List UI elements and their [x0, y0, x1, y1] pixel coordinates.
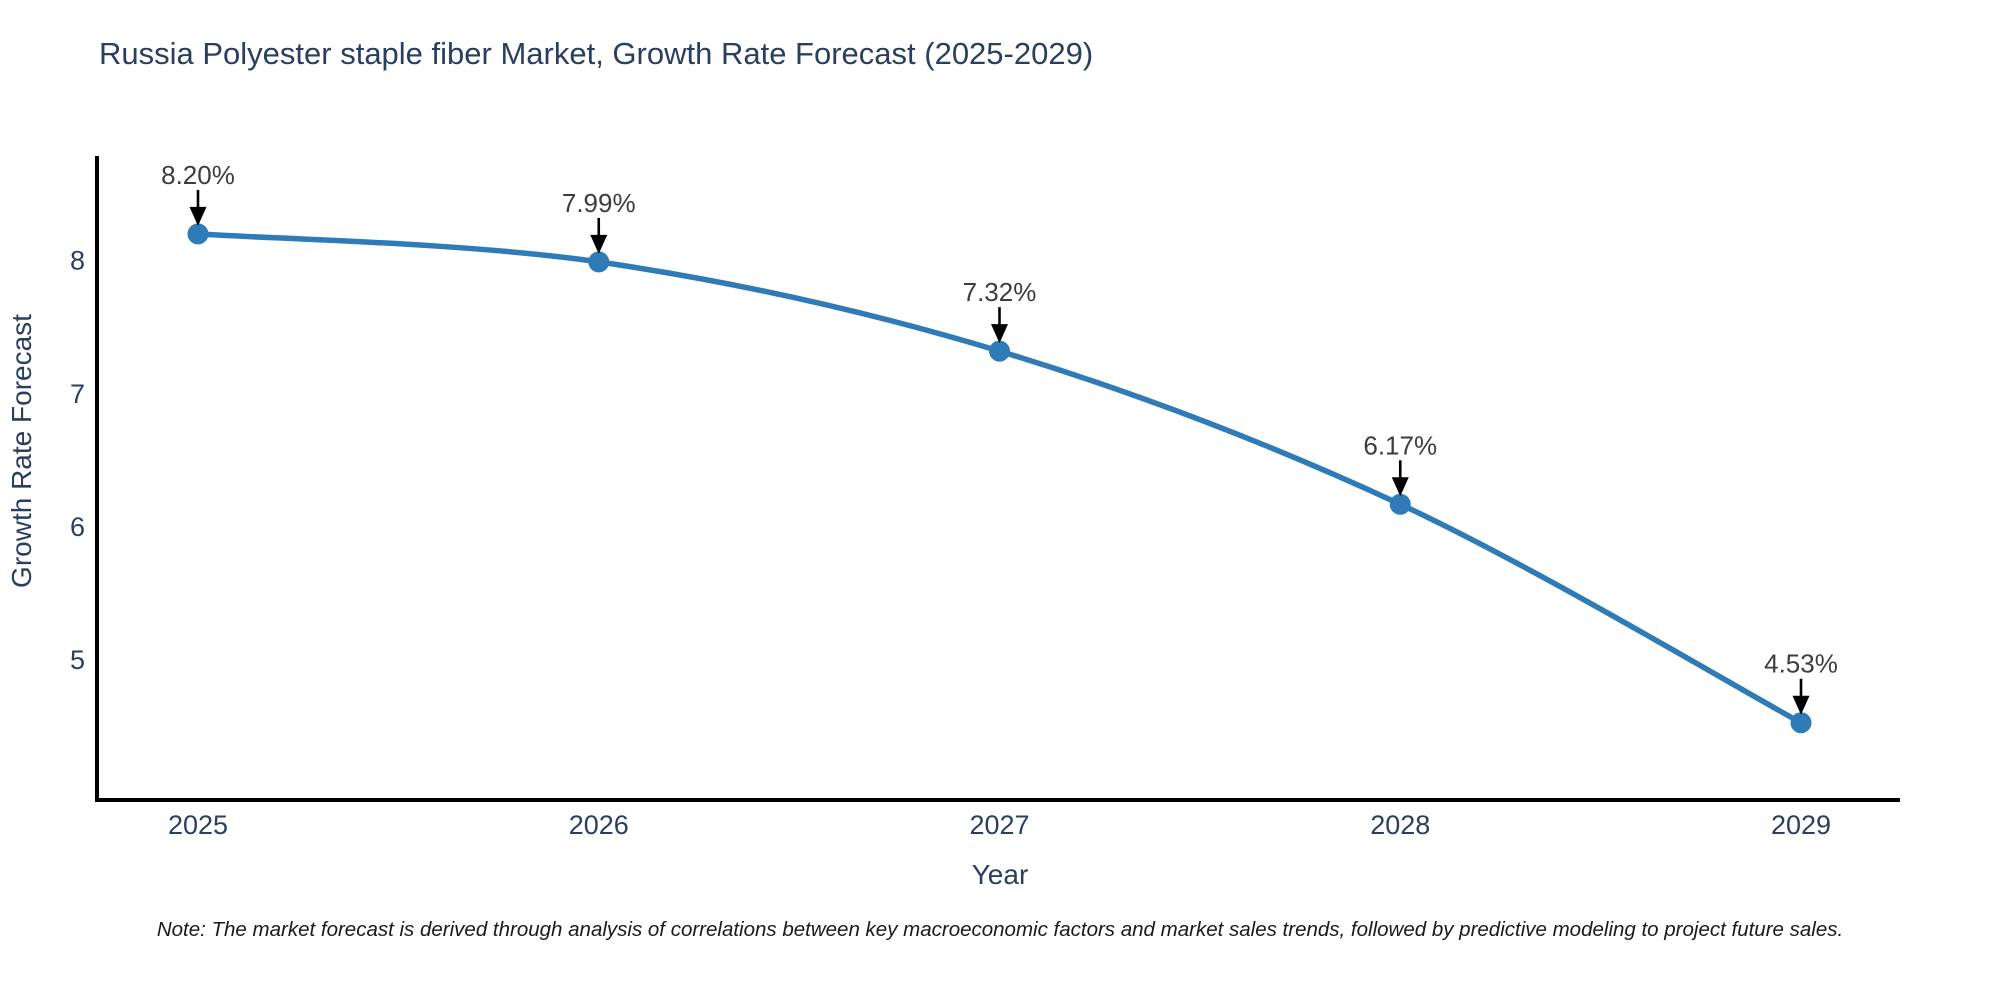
- point-annotations: 8.20% 7.99% 7.32% 6.17% 4.53%: [161, 160, 1838, 715]
- x-tick-label: 2025: [168, 810, 228, 840]
- x-axis-label: Year: [972, 859, 1029, 890]
- y-tick-label: 7: [70, 379, 85, 409]
- y-tick-label: 6: [70, 512, 85, 542]
- x-tick-label: 2026: [569, 810, 629, 840]
- point-annotation: 6.17%: [1363, 430, 1437, 460]
- annotation-arrowhead: [1792, 695, 1810, 715]
- data-point[interactable]: [989, 340, 1010, 362]
- x-axis-ticks: 2025 2026 2027 2028 2029: [168, 810, 1831, 840]
- y-axis-ticks: 8 7 6 5: [70, 246, 85, 676]
- data-point[interactable]: [588, 251, 610, 273]
- x-tick-label: 2028: [1370, 810, 1430, 840]
- data-point[interactable]: [1790, 712, 1812, 734]
- point-annotation: 7.99%: [562, 188, 636, 218]
- data-point[interactable]: [1389, 493, 1411, 515]
- chart-title: Russia Polyester staple fiber Market, Gr…: [99, 36, 1093, 71]
- annotation-arrowhead: [991, 324, 1008, 344]
- annotation-arrowhead: [590, 234, 608, 254]
- x-tick-label: 2027: [969, 810, 1029, 840]
- y-axis-label: Growth Rate Forecast: [6, 314, 37, 588]
- annotation-arrowhead: [1391, 477, 1409, 497]
- point-annotation: 8.20%: [161, 160, 235, 190]
- point-annotation: 7.32%: [963, 277, 1037, 307]
- trend-series: [187, 223, 1812, 734]
- data-point[interactable]: [187, 223, 209, 245]
- y-tick-label: 5: [70, 645, 85, 675]
- y-tick-label: 8: [70, 246, 85, 276]
- x-tick-label: 2029: [1771, 810, 1831, 840]
- chart-footnote: Note: The market forecast is derived thr…: [156, 918, 1844, 941]
- point-annotation: 4.53%: [1764, 649, 1838, 679]
- annotation-arrowhead: [189, 206, 207, 226]
